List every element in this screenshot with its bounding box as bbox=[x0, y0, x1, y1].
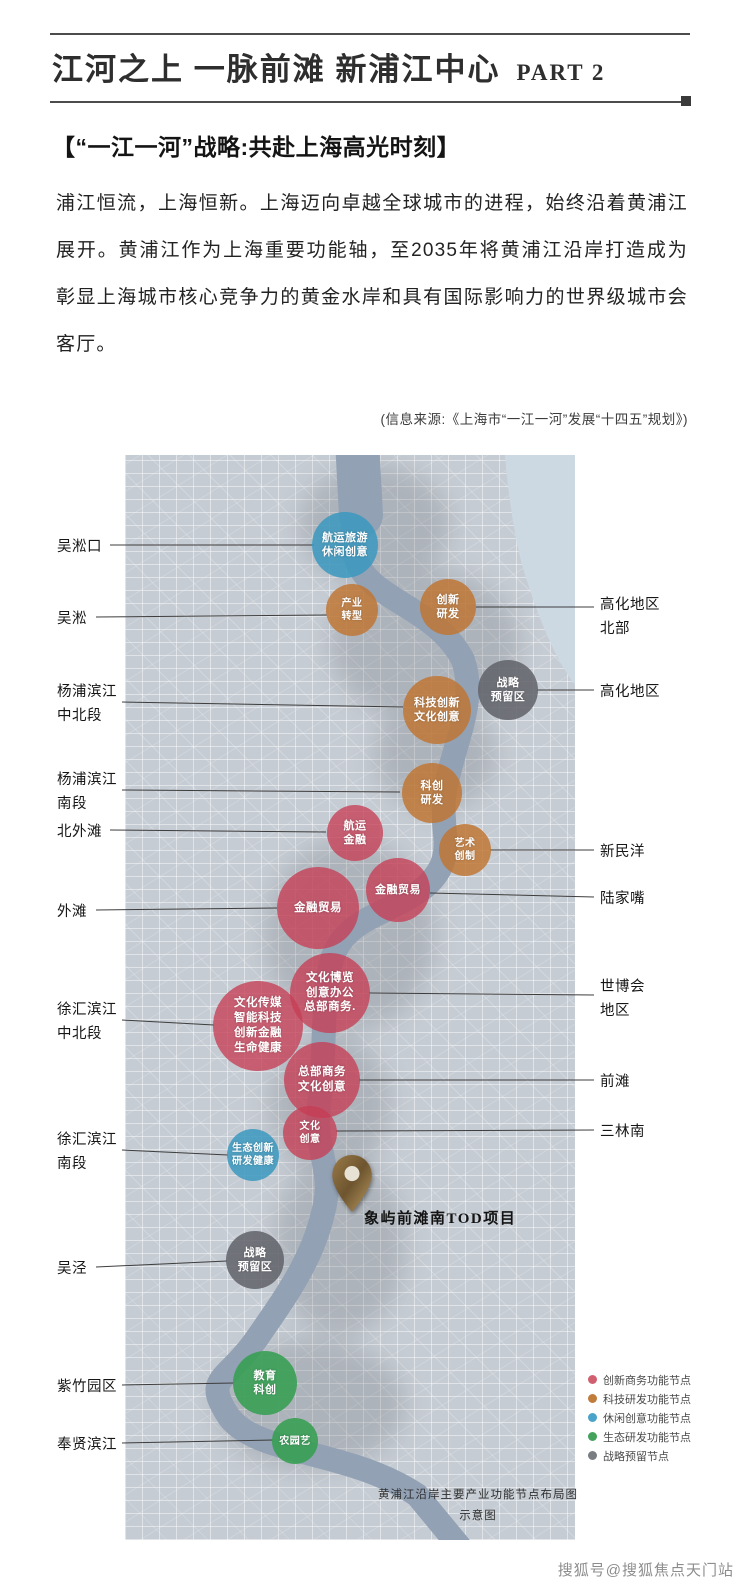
map-label-right: 新民洋 bbox=[600, 844, 645, 860]
map-node: 艺术 创制 bbox=[439, 824, 491, 876]
map-label-right: 前滩 bbox=[600, 1074, 630, 1090]
legend-item: 生态研发功能节点 bbox=[588, 1427, 691, 1446]
map-node: 金融贸易 bbox=[366, 858, 430, 922]
map-node: 文化 创意 bbox=[283, 1106, 337, 1160]
legend-dot-icon bbox=[588, 1375, 597, 1384]
section-heading: 【“一江一河”战略:共赴上海高光时刻】 bbox=[52, 134, 461, 160]
map-node: 科技创新 文化创意 bbox=[403, 676, 471, 744]
map-node: 航运旅游 休闲创意 bbox=[312, 512, 378, 578]
map-label-right: 高化地区 北部 bbox=[600, 597, 660, 637]
map-caption-title: 黄浦江沿岸主要产业功能节点布局图 bbox=[378, 1489, 578, 1501]
map-node: 战略 预留区 bbox=[226, 1231, 284, 1289]
legend-label: 休闲创意功能节点 bbox=[603, 1412, 691, 1425]
map-node: 金融贸易 bbox=[277, 867, 359, 949]
map-node: 教育 科创 bbox=[233, 1351, 297, 1415]
header-title-row: 江河之上 一脉前滩 新浦江中心 PART 2 bbox=[50, 35, 690, 101]
map-node: 农园艺 bbox=[272, 1418, 318, 1464]
legend-label: 战略预留节点 bbox=[603, 1450, 669, 1463]
source-note: (信息来源:《上海市“一江一河”发展“十四五”规划》) bbox=[380, 412, 688, 427]
map-node: 科创 研发 bbox=[402, 763, 462, 823]
sea-area bbox=[505, 455, 575, 685]
map-label-left: 徐汇滨江 南段 bbox=[57, 1132, 117, 1172]
header-bottom-rule bbox=[50, 96, 691, 106]
legend-dot-icon bbox=[588, 1394, 597, 1403]
map-label-left: 外滩 bbox=[57, 904, 87, 920]
map-caption: 黄浦江沿岸主要产业功能节点布局图 示意图 bbox=[372, 1485, 584, 1527]
map-node: 战略 预留区 bbox=[478, 660, 538, 720]
map-label-left: 徐汇滨江 中北段 bbox=[57, 1002, 117, 1042]
map-node: 生态创新 研发健康 bbox=[227, 1129, 279, 1181]
watermark: 搜狐号@搜狐焦点天门站 bbox=[557, 1562, 734, 1579]
map-node: 创新 研发 bbox=[420, 579, 476, 635]
map-label-right: 世博会 地区 bbox=[600, 979, 645, 1019]
pin-icon bbox=[332, 1155, 372, 1212]
map-label-left: 吴淞 bbox=[57, 611, 87, 627]
map-label-left: 紫竹园区 bbox=[57, 1379, 117, 1395]
map-label-left: 杨浦滨江 南段 bbox=[57, 772, 117, 812]
pin-label: 象屿前滩南TOD项目 bbox=[364, 1211, 517, 1227]
map-label-left: 杨浦滨江 中北段 bbox=[57, 684, 117, 724]
map-label-right: 陆家嘴 bbox=[600, 891, 645, 907]
part-label: PART 2 bbox=[516, 60, 606, 85]
legend-dot-icon bbox=[588, 1432, 597, 1441]
map-label-right: 三林南 bbox=[600, 1124, 645, 1140]
map-caption-sub: 示意图 bbox=[459, 1510, 497, 1522]
map-legend: 创新商务功能节点 科技研发功能节点 休闲创意功能节点 生态研发功能节点 战略预留节点 bbox=[588, 1370, 691, 1465]
legend-label: 科技研发功能节点 bbox=[603, 1393, 691, 1406]
map-label-left: 北外滩 bbox=[57, 824, 102, 840]
header-end-square bbox=[681, 96, 691, 106]
map-area: 象屿前滩南TOD项目 创新商务功能节点 科技研发功能节点 休闲创意功能节点 生态研发功… bbox=[0, 455, 740, 1545]
map-node: 文化传媒 智能科技 创新金融 生命健康 bbox=[213, 981, 303, 1071]
legend-item: 战略预留节点 bbox=[588, 1446, 691, 1465]
map-label-left: 奉贤滨江 bbox=[57, 1437, 117, 1453]
map-node: 总部商务 文化创意 bbox=[284, 1042, 360, 1118]
legend-item: 创新商务功能节点 bbox=[588, 1370, 691, 1389]
map-label-left: 吴泾 bbox=[57, 1261, 87, 1277]
map-label-right: 高化地区 bbox=[600, 684, 660, 700]
map-node: 航运 金融 bbox=[327, 805, 383, 861]
location-pin bbox=[330, 1153, 374, 1220]
legend-dot-icon bbox=[588, 1451, 597, 1460]
page-title: 江河之上 一脉前滩 新浦江中心 bbox=[52, 52, 501, 87]
intro-paragraph: 浦江恒流，上海恒新。上海迈向卓越全球城市的进程，始终沿着黄浦江展开。黄浦江作为上… bbox=[56, 193, 688, 355]
legend-item: 科技研发功能节点 bbox=[588, 1389, 691, 1408]
page-header: 江河之上 一脉前滩 新浦江中心 PART 2 bbox=[50, 33, 691, 106]
legend-dot-icon bbox=[588, 1413, 597, 1422]
map-node: 文化博览 创意办公 总部商务. bbox=[290, 953, 370, 1033]
map-node: 产业 转型 bbox=[326, 584, 378, 636]
header-top-rule bbox=[50, 33, 690, 35]
map-label-left: 吴淞口 bbox=[57, 539, 102, 555]
legend-label: 创新商务功能节点 bbox=[603, 1374, 691, 1387]
legend-item: 休闲创意功能节点 bbox=[588, 1408, 691, 1427]
legend-label: 生态研发功能节点 bbox=[603, 1431, 691, 1444]
